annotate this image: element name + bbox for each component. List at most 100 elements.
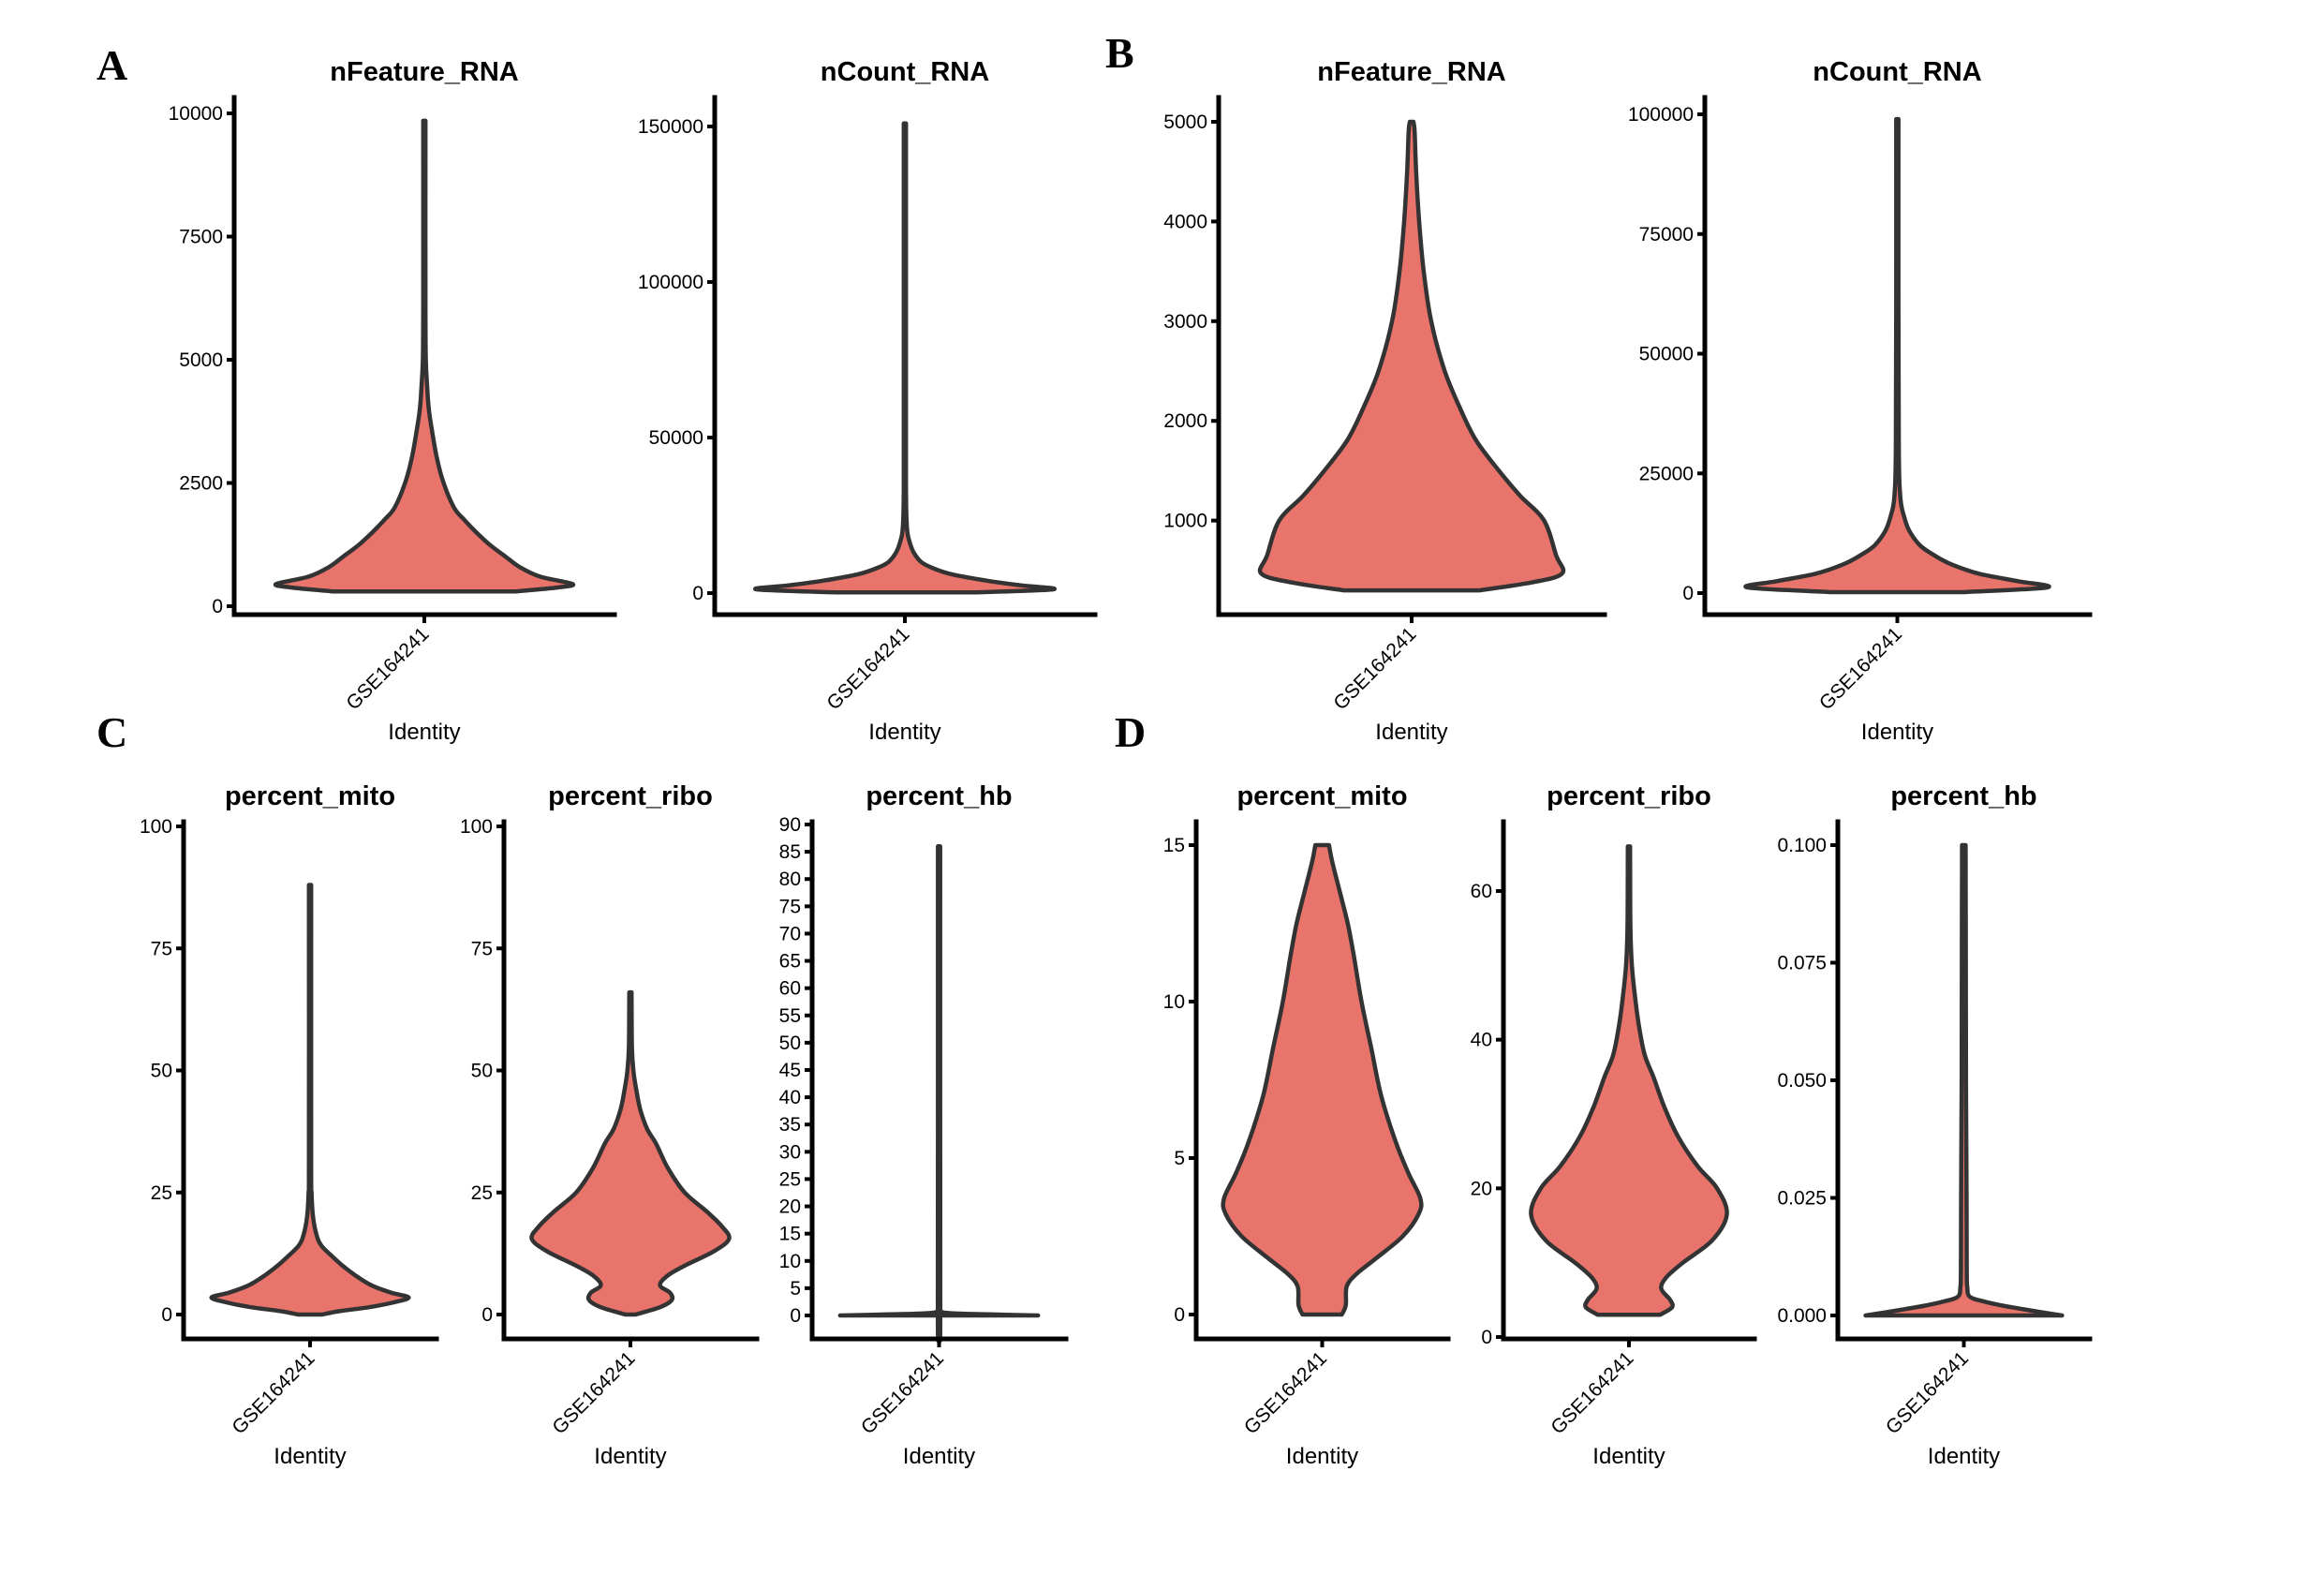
y-tick-label: 50 [779, 1033, 801, 1054]
violin-body [273, 118, 576, 594]
x-axis-title: Identity [388, 720, 460, 745]
violin-body [209, 883, 411, 1317]
y-tick-label: 100000 [638, 272, 703, 293]
y-tick-label: 0.050 [1777, 1070, 1827, 1092]
violin-body [1863, 842, 2065, 1318]
y-tick-label: 75 [779, 896, 801, 917]
y-tick-label: 100 [140, 816, 172, 838]
y-tick-label: 0 [1481, 1327, 1492, 1348]
y-tick-label: 2500 [179, 473, 223, 495]
x-axis-title: Identity [1592, 1444, 1665, 1469]
violin-body [529, 989, 732, 1317]
y-tick-label: 50000 [1639, 344, 1694, 365]
y-tick-label: 5 [1174, 1148, 1185, 1169]
y-tick-label: 0.000 [1777, 1305, 1827, 1327]
y-tick-label: 65 [779, 951, 801, 973]
plot-title: nCount_RNA [1813, 57, 1981, 87]
y-tick-label: 5000 [179, 349, 223, 371]
plot-title: nCount_RNA [821, 57, 989, 87]
panel-letter-c: C [96, 708, 127, 756]
panel-letters: A B C D [96, 29, 1146, 756]
plot-title: percent_mito [1236, 781, 1407, 811]
y-tick-label: 0 [1174, 1304, 1185, 1326]
plot-title: percent_ribo [1547, 781, 1711, 811]
x-axis-title: Identity [1286, 1444, 1358, 1469]
panel-letter-a: A [96, 41, 127, 89]
y-tick-label: 15 [779, 1224, 801, 1245]
plot-title: percent_mito [225, 781, 395, 811]
y-tick-label: 0 [481, 1304, 493, 1326]
violin-body [1529, 844, 1729, 1317]
y-tick-label: 50 [471, 1061, 493, 1082]
y-tick-label: 35 [779, 1114, 801, 1136]
y-tick-label: 100 [460, 816, 493, 838]
y-tick-label: 3000 [1163, 311, 1207, 333]
y-tick-label: 60 [1471, 881, 1492, 902]
plot-title: nFeature_RNA [1317, 57, 1505, 87]
y-tick-label: 100000 [1628, 104, 1694, 126]
y-tick-label: 75 [471, 938, 493, 959]
y-tick-label: 0 [1682, 583, 1694, 604]
y-tick-label: 4000 [1163, 211, 1207, 232]
y-tick-label: 75000 [1639, 224, 1694, 245]
x-axis-title: Identity [1928, 1444, 2000, 1469]
y-tick-label: 5 [790, 1278, 801, 1300]
x-axis-title: Identity [1375, 720, 1447, 745]
y-tick-label: 50000 [649, 427, 703, 449]
y-tick-label: 70 [779, 923, 801, 944]
y-tick-label: 0.100 [1777, 835, 1827, 856]
y-tick-label: 10 [1163, 991, 1185, 1013]
violin-body [1743, 116, 2051, 595]
y-tick-label: 40 [1471, 1030, 1492, 1051]
y-tick-label: 85 [779, 841, 801, 863]
plot-title: percent_hb [1890, 781, 2036, 811]
violin-plot-a1: nFeature_RNA025005000750010000GSE164241I… [169, 57, 617, 745]
plot-title: percent_hb [866, 781, 1012, 811]
y-tick-label: 25 [779, 1168, 801, 1190]
y-tick-label: 0.025 [1777, 1188, 1827, 1210]
y-tick-label: 50 [151, 1061, 172, 1082]
x-axis-title: Identity [594, 1444, 666, 1469]
y-tick-label: 20 [779, 1196, 801, 1218]
y-tick-label: 25 [151, 1182, 172, 1204]
plot-title: nFeature_RNA [330, 57, 518, 87]
x-axis-title: Identity [274, 1444, 346, 1469]
y-tick-label: 0 [692, 583, 703, 604]
y-tick-label: 150000 [638, 116, 703, 138]
plot-title: percent_ribo [548, 781, 713, 811]
y-tick-label: 30 [779, 1141, 801, 1163]
x-axis-title: Identity [903, 1444, 975, 1469]
y-tick-label: 20 [1471, 1178, 1492, 1199]
y-tick-label: 10000 [169, 103, 223, 125]
panel-letter-d: D [1115, 708, 1146, 756]
x-axis-title: Identity [1861, 720, 1933, 745]
y-tick-label: 2000 [1163, 410, 1207, 432]
y-tick-label: 10 [779, 1251, 801, 1272]
y-tick-label: 90 [779, 814, 801, 836]
violin-plot-b1: nFeature_RNA10002000300040005000GSE16424… [1163, 57, 1607, 745]
x-axis-title: Identity [868, 720, 940, 745]
y-tick-label: 0.075 [1777, 953, 1827, 974]
y-tick-label: 40 [779, 1087, 801, 1108]
y-tick-label: 60 [779, 978, 801, 1000]
y-tick-label: 0 [790, 1305, 801, 1327]
y-tick-label: 25 [471, 1182, 493, 1204]
y-tick-label: 15 [1163, 835, 1185, 856]
y-tick-label: 80 [779, 869, 801, 890]
y-tick-label: 75 [151, 938, 172, 959]
y-tick-label: 7500 [179, 227, 223, 248]
y-tick-label: 1000 [1163, 511, 1207, 532]
y-tick-label: 5000 [1163, 111, 1207, 133]
violin-body [1257, 119, 1566, 593]
violin-body [837, 844, 1041, 1343]
violin-body [1221, 842, 1424, 1317]
y-tick-label: 25000 [1639, 463, 1694, 484]
y-tick-label: 45 [779, 1060, 801, 1081]
y-tick-label: 0 [212, 596, 223, 617]
y-tick-label: 0 [161, 1304, 172, 1326]
panel-letter-b: B [1105, 29, 1134, 77]
y-tick-label: 55 [779, 1005, 801, 1027]
violin-body [752, 121, 1058, 595]
